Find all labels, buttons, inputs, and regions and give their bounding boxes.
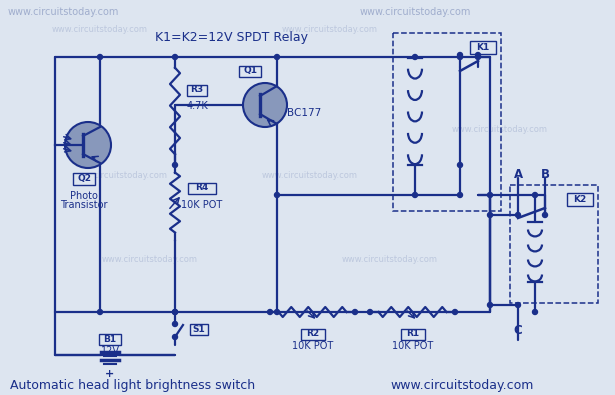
- Text: A: A: [514, 169, 523, 181]
- Circle shape: [274, 192, 279, 198]
- Circle shape: [172, 335, 178, 339]
- Circle shape: [475, 55, 480, 60]
- Circle shape: [172, 55, 178, 60]
- Circle shape: [172, 310, 178, 314]
- Circle shape: [274, 310, 279, 314]
- Bar: [510, 185, 598, 303]
- Circle shape: [515, 303, 520, 307]
- Bar: [301, 329, 325, 339]
- Text: S1: S1: [192, 325, 205, 333]
- Text: Automatic head light brightness switch: Automatic head light brightness switch: [10, 378, 255, 391]
- Text: K2: K2: [573, 194, 587, 203]
- Text: K1=K2=12V SPDT Relay: K1=K2=12V SPDT Relay: [155, 32, 308, 45]
- Text: C: C: [514, 324, 522, 337]
- Text: Photo: Photo: [70, 191, 98, 201]
- Text: www.circuitstoday.com: www.circuitstoday.com: [282, 26, 378, 34]
- Text: BC177: BC177: [287, 108, 321, 118]
- Circle shape: [458, 162, 462, 167]
- Bar: [73, 173, 95, 185]
- Text: Transistor: Transistor: [60, 200, 108, 210]
- Text: Q1: Q1: [243, 66, 257, 75]
- Text: www.circuitstoday.com: www.circuitstoday.com: [452, 126, 548, 135]
- Circle shape: [488, 303, 493, 307]
- Bar: [567, 192, 593, 205]
- Bar: [190, 324, 208, 335]
- Text: 4.7K: 4.7K: [186, 101, 208, 111]
- Text: B: B: [541, 169, 549, 181]
- Circle shape: [268, 310, 272, 314]
- Circle shape: [515, 213, 520, 218]
- Text: www.circuitstoday.com: www.circuitstoday.com: [360, 7, 471, 17]
- Circle shape: [243, 83, 287, 127]
- Text: www.circuitstoday.com: www.circuitstoday.com: [342, 256, 438, 265]
- Text: www.circuitstoday.com: www.circuitstoday.com: [8, 7, 119, 17]
- Text: R4: R4: [196, 184, 208, 192]
- Bar: [99, 333, 121, 344]
- Circle shape: [352, 310, 357, 314]
- Text: R1: R1: [406, 329, 419, 339]
- Bar: [470, 41, 496, 53]
- Circle shape: [458, 53, 462, 58]
- Circle shape: [533, 310, 538, 314]
- Text: www.circuitstoday.com: www.circuitstoday.com: [72, 171, 168, 179]
- Circle shape: [172, 310, 178, 314]
- Circle shape: [488, 192, 493, 198]
- Circle shape: [458, 192, 462, 198]
- Circle shape: [458, 55, 462, 60]
- Bar: [188, 182, 216, 194]
- Text: www.circuitstoday.com: www.circuitstoday.com: [390, 378, 533, 391]
- Circle shape: [65, 122, 111, 168]
- Circle shape: [98, 310, 103, 314]
- Text: Q2: Q2: [77, 175, 91, 184]
- Bar: [393, 33, 501, 211]
- Circle shape: [488, 213, 493, 218]
- Text: B1: B1: [103, 335, 117, 344]
- Text: 10K POT: 10K POT: [181, 200, 223, 210]
- Circle shape: [98, 55, 103, 60]
- Circle shape: [475, 53, 480, 58]
- Circle shape: [274, 55, 279, 60]
- Text: www.circuitstoday.com: www.circuitstoday.com: [52, 26, 148, 34]
- Circle shape: [542, 213, 547, 218]
- Circle shape: [533, 192, 538, 198]
- Text: 10K POT: 10K POT: [292, 341, 333, 351]
- Circle shape: [368, 310, 373, 314]
- Circle shape: [172, 162, 178, 167]
- Text: +: +: [105, 369, 114, 379]
- Text: R2: R2: [306, 329, 319, 339]
- Circle shape: [413, 192, 418, 198]
- Bar: [239, 66, 261, 77]
- Text: 12V: 12V: [100, 346, 119, 356]
- Text: www.circuitstoday.com: www.circuitstoday.com: [102, 256, 198, 265]
- Text: www.circuitstoday.com: www.circuitstoday.com: [262, 171, 358, 179]
- Text: K1: K1: [477, 43, 490, 51]
- Text: R3: R3: [191, 85, 204, 94]
- Bar: [400, 329, 424, 339]
- Circle shape: [172, 322, 178, 327]
- Circle shape: [413, 55, 418, 60]
- Bar: [187, 85, 207, 96]
- Text: 10K POT: 10K POT: [392, 341, 433, 351]
- Circle shape: [453, 310, 458, 314]
